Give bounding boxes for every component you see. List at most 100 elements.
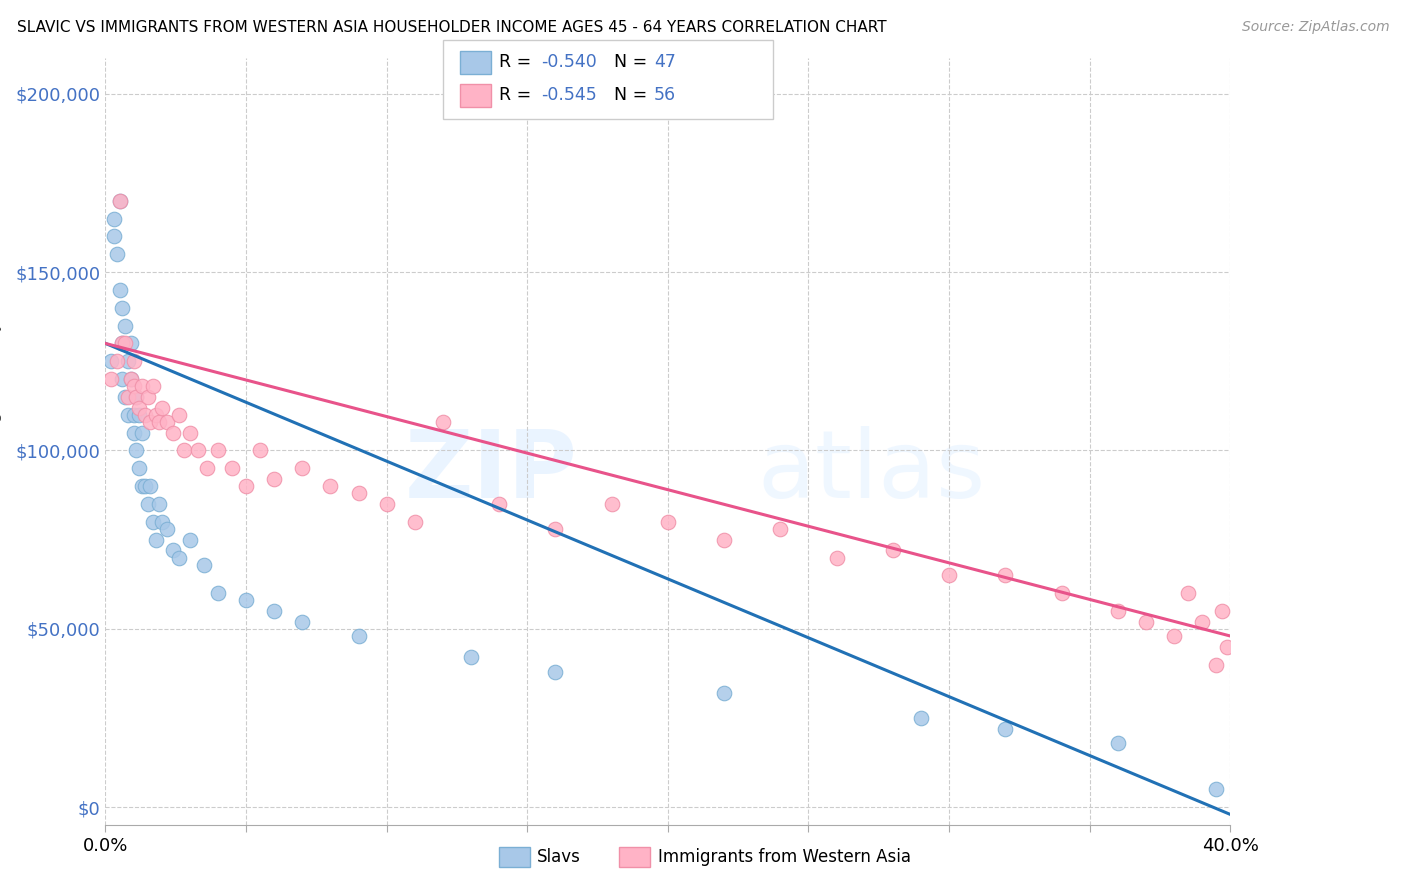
- Point: [105, 247, 128, 261]
- Point: [100, 372, 122, 386]
- Point: [207, 443, 229, 458]
- Point: [162, 425, 184, 440]
- Point: [173, 443, 195, 458]
- Point: [657, 515, 679, 529]
- Text: Immigrants from Western Asia: Immigrants from Western Asia: [658, 848, 911, 866]
- Point: [111, 336, 134, 351]
- Point: [544, 522, 567, 536]
- Text: Slavs: Slavs: [537, 848, 581, 866]
- Point: [1107, 736, 1129, 750]
- Point: [120, 372, 142, 386]
- Point: [179, 425, 201, 440]
- Point: [108, 194, 131, 208]
- Point: [375, 497, 398, 511]
- Point: [145, 533, 167, 547]
- Point: [114, 390, 136, 404]
- Point: [235, 593, 257, 607]
- Point: [263, 604, 285, 618]
- Point: [249, 443, 271, 458]
- Text: R =: R =: [499, 87, 537, 104]
- Point: [713, 533, 735, 547]
- Point: [1191, 615, 1213, 629]
- Point: [460, 650, 482, 665]
- Point: [347, 486, 370, 500]
- Text: 56: 56: [654, 87, 676, 104]
- Point: [156, 522, 179, 536]
- Point: [882, 543, 904, 558]
- Point: [122, 408, 145, 422]
- Point: [148, 415, 170, 429]
- Point: [193, 558, 215, 572]
- Point: [139, 479, 162, 493]
- Text: SLAVIC VS IMMIGRANTS FROM WESTERN ASIA HOUSEHOLDER INCOME AGES 45 - 64 YEARS COR: SLAVIC VS IMMIGRANTS FROM WESTERN ASIA H…: [17, 20, 887, 35]
- Point: [111, 301, 134, 315]
- Point: [195, 461, 218, 475]
- Point: [179, 533, 201, 547]
- Point: [1163, 629, 1185, 643]
- Point: [150, 401, 173, 415]
- Text: ZIP: ZIP: [405, 426, 578, 518]
- Point: [1211, 604, 1233, 618]
- Point: [100, 354, 122, 368]
- Text: atlas: atlas: [758, 426, 986, 518]
- Y-axis label: Householder Income Ages 45 - 64 years: Householder Income Ages 45 - 64 years: [0, 288, 1, 595]
- Text: 47: 47: [654, 54, 676, 71]
- Text: R =: R =: [499, 54, 537, 71]
- Point: [221, 461, 243, 475]
- Point: [713, 686, 735, 700]
- Point: [105, 354, 128, 368]
- Point: [162, 543, 184, 558]
- Point: [1107, 604, 1129, 618]
- Text: N =: N =: [614, 54, 654, 71]
- Point: [150, 515, 173, 529]
- Text: Source: ZipAtlas.com: Source: ZipAtlas.com: [1241, 20, 1389, 34]
- Point: [187, 443, 209, 458]
- Point: [825, 550, 848, 565]
- Point: [488, 497, 510, 511]
- Point: [134, 479, 156, 493]
- Point: [136, 390, 159, 404]
- Point: [103, 229, 125, 244]
- Point: [128, 408, 150, 422]
- Point: [235, 479, 257, 493]
- Point: [319, 479, 342, 493]
- Point: [131, 379, 153, 393]
- Point: [122, 425, 145, 440]
- Point: [600, 497, 623, 511]
- Point: [108, 283, 131, 297]
- Point: [111, 336, 134, 351]
- Point: [544, 665, 567, 679]
- Point: [938, 568, 960, 582]
- Point: [122, 354, 145, 368]
- Point: [207, 586, 229, 600]
- Text: -0.540: -0.540: [541, 54, 598, 71]
- Point: [1050, 586, 1073, 600]
- Point: [128, 461, 150, 475]
- Point: [167, 550, 190, 565]
- Point: [291, 461, 314, 475]
- Point: [139, 415, 162, 429]
- Point: [432, 415, 454, 429]
- Point: [994, 568, 1017, 582]
- Point: [148, 497, 170, 511]
- Text: -0.545: -0.545: [541, 87, 598, 104]
- Point: [117, 354, 139, 368]
- Point: [131, 479, 153, 493]
- Point: [111, 372, 134, 386]
- Point: [167, 408, 190, 422]
- Point: [120, 372, 142, 386]
- Point: [108, 194, 131, 208]
- Point: [1135, 615, 1157, 629]
- Point: [142, 515, 165, 529]
- Point: [125, 443, 148, 458]
- Point: [128, 401, 150, 415]
- Point: [1205, 782, 1227, 797]
- Point: [103, 211, 125, 226]
- Point: [145, 408, 167, 422]
- Point: [114, 318, 136, 333]
- Point: [263, 472, 285, 486]
- Point: [156, 415, 179, 429]
- Point: [134, 408, 156, 422]
- Point: [769, 522, 792, 536]
- Point: [404, 515, 426, 529]
